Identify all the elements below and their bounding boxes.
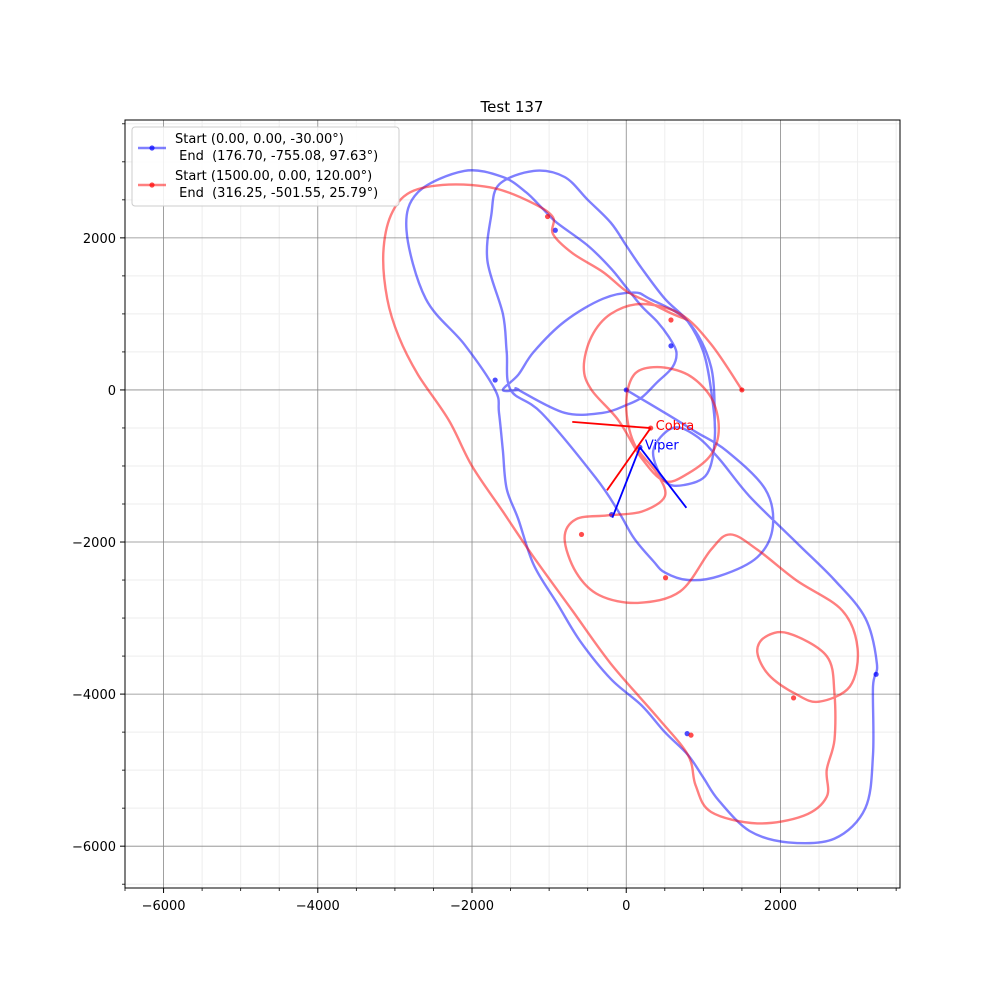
y-tick-label: 2000 — [83, 232, 116, 247]
legend-entry-0: End (176.70, -755.08, 97.63°) — [175, 149, 378, 164]
y-tick-label: −2000 — [72, 536, 116, 551]
legend-box — [131, 126, 400, 207]
annotation-label-1: Cobra — [656, 419, 695, 434]
legend: Start (0.00, 0.00, -30.00°) End (176.70,… — [131, 126, 400, 207]
y-tick-label: −6000 — [72, 840, 116, 855]
agent-marker-line-1 — [572, 420, 651, 429]
series-line-0 — [405, 169, 879, 845]
x-tick-label: −6000 — [142, 899, 186, 914]
legend-entry-1: End (316.25, -501.55, 25.79°) — [175, 186, 378, 201]
legend-entry-1: Start (1500.00, 0.00, 120.00°) — [175, 169, 372, 184]
annotation-layer: Viper Cobra — [645, 419, 694, 453]
series-point-0 — [492, 377, 498, 383]
legend-marker-1 — [149, 182, 155, 188]
series-line-1 — [381, 183, 860, 825]
major-grid — [125, 120, 900, 888]
y-tick-label: −4000 — [72, 688, 116, 703]
agent-marker-line-0 — [639, 446, 688, 509]
series-point-1 — [544, 213, 551, 220]
agent-marker-line-0 — [611, 447, 641, 519]
series-point-0 — [668, 343, 674, 349]
series-layer — [381, 169, 879, 845]
series-point-1 — [578, 531, 585, 538]
series-point-0 — [552, 227, 558, 233]
series-point-1 — [790, 695, 797, 701]
x-tick-label: −2000 — [450, 899, 494, 914]
x-tick-label: 0 — [622, 899, 630, 914]
y-tick-label: 0 — [108, 384, 116, 399]
x-tick-label: 2000 — [764, 899, 797, 914]
x-tick-label: −4000 — [296, 899, 340, 914]
legend-marker-0 — [149, 145, 155, 151]
legend-entry-0: Start (0.00, 0.00, -30.00°) — [175, 132, 344, 147]
series-point-0 — [873, 671, 879, 677]
agent-marker-layer — [572, 420, 688, 519]
x-axis: −6000 −4000 −2000 0 2000 — [124, 888, 897, 914]
annotation-label-0: Viper — [645, 438, 679, 453]
chart-title: Test 137 — [480, 98, 544, 116]
series-point-1 — [668, 317, 674, 323]
series-point-1 — [688, 732, 694, 738]
agent-marker-line-1 — [606, 427, 652, 491]
series-point-1 — [739, 387, 745, 393]
y-axis: −6000 −4000 −2000 0 2000 — [72, 123, 125, 885]
minor-grid — [124, 120, 900, 888]
series-point-1 — [662, 575, 669, 581]
